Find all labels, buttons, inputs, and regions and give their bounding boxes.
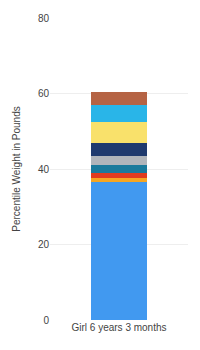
svg-text:40: 40 (38, 164, 50, 175)
svg-text:Percentile Weight in Pounds: Percentile Weight in Pounds (11, 106, 22, 231)
svg-text:Girl 6 years 3 months: Girl 6 years 3 months (71, 322, 166, 333)
svg-text:80: 80 (38, 13, 50, 24)
svg-text:20: 20 (38, 239, 50, 250)
svg-text:0: 0 (43, 315, 49, 326)
svg-text:60: 60 (38, 88, 50, 99)
